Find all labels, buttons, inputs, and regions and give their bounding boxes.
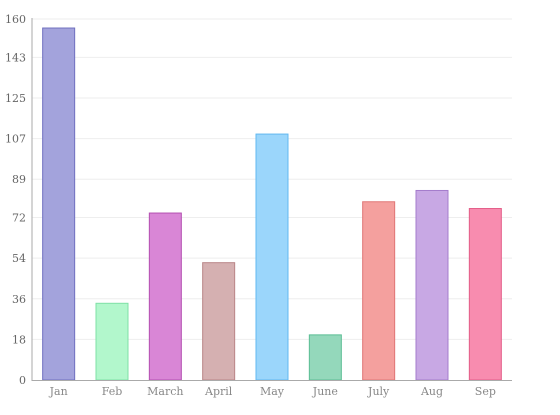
x-tick-label: March <box>147 385 183 398</box>
bars <box>42 27 502 381</box>
bar-june[interactable] <box>308 334 342 381</box>
y-tick-label: 107 <box>5 133 26 146</box>
y-axis-ticks: 0 18 36 54 72 89 107 125 143 160 <box>5 13 26 387</box>
y-tick-label: 160 <box>5 13 26 26</box>
y-tick-label: 0 <box>19 374 26 387</box>
bar-feb[interactable] <box>95 302 129 381</box>
y-tick-label: 72 <box>12 212 26 225</box>
x-tick-label: Feb <box>102 385 123 398</box>
y-tick-label: 89 <box>12 173 26 186</box>
bar-july[interactable] <box>362 201 396 381</box>
x-tick-label: April <box>204 385 233 398</box>
bar-aug[interactable] <box>415 189 449 381</box>
x-tick-label: July <box>367 385 390 398</box>
bar-jan[interactable] <box>42 27 76 381</box>
x-tick-label: Jan <box>49 385 68 398</box>
bar-sep[interactable] <box>468 208 502 381</box>
x-tick-label: Sep <box>475 385 496 398</box>
y-tick-label: 143 <box>5 51 26 64</box>
bar-april[interactable] <box>202 262 236 381</box>
x-tick-label: June <box>312 385 338 398</box>
x-tick-label: May <box>260 385 285 398</box>
x-axis-labels: Jan Feb March April May June July Aug Sep <box>49 385 496 398</box>
x-tick-label: Aug <box>420 385 443 398</box>
y-tick-label: 36 <box>12 293 26 306</box>
y-tick-label: 54 <box>12 252 26 265</box>
bar-may[interactable] <box>255 133 289 381</box>
bar-march[interactable] <box>148 212 182 381</box>
y-tick-label: 125 <box>5 92 26 105</box>
y-tick-label: 18 <box>12 333 26 346</box>
